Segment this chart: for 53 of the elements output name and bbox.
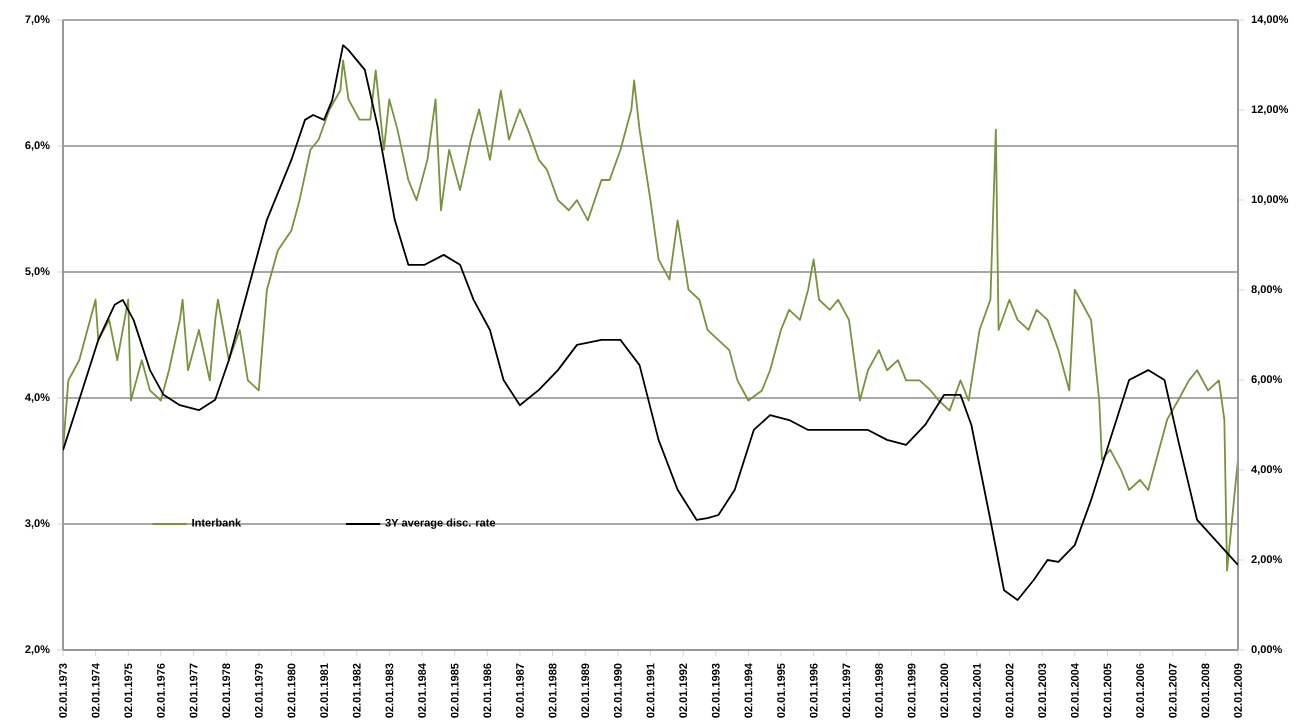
y2-tick-label: 6,00% [1251, 375, 1282, 385]
x-tick-label: 02.01.2005 [1103, 663, 1112, 718]
x-tick-label: 02.01.2006 [1136, 663, 1144, 718]
x-tick-label: 02.01.1998 [875, 663, 883, 718]
x-tick-label: 02.01.1987 [516, 663, 524, 718]
y2-tick-label: 10,00% [1251, 195, 1289, 205]
x-tick-label: 02.01.1978 [222, 663, 231, 718]
x-tick-label: 02.01.1979 [254, 663, 263, 718]
x-tick-label: 02.01.2000 [940, 663, 949, 718]
x-tick-label: 02.01.1975 [124, 663, 133, 718]
x-tick-label: 02.01.1997 [842, 663, 851, 718]
y-tick-label: 5,0% [25, 267, 50, 277]
x-tick-label: 02.01.1986 [483, 663, 492, 718]
x-tick-label: 02.01.1994 [744, 663, 753, 718]
x-tick-label: 02.01.1980 [287, 663, 296, 718]
x-tick-label: 02.01.1989 [581, 663, 590, 718]
legend-label: Interbank [192, 518, 242, 527]
x-tick-label: 02.01.1973 [59, 663, 67, 718]
x-tick-label: 02.01.1977 [189, 663, 198, 718]
x-tick-label: 02.01.2007 [1168, 663, 1177, 718]
y2-tick-label: 4,00% [1251, 465, 1282, 475]
x-tick-label: 02.01.2002 [1005, 663, 1014, 718]
x-tick-label: 02.01.1985 [450, 663, 459, 718]
x-tick-label: 02.01.1990 [613, 663, 622, 718]
y2-tick-label: 2,00% [1251, 555, 1282, 565]
x-tick-label: 02.01.1999 [907, 663, 916, 718]
y-tick-label: 4,0% [25, 393, 50, 403]
x-tick-label: 02.01.1992 [679, 663, 688, 718]
x-tick-label: 02.01.1991 [646, 663, 655, 718]
x-tick-label: 02.01.2001 [973, 663, 981, 718]
x-tick-label: 02.01.1993 [711, 663, 720, 718]
x-tick-label: 02.01.2008 [1201, 663, 1210, 718]
y2-tick-label: 12,00% [1251, 105, 1289, 115]
x-tick-label: 02.01.2003 [1038, 663, 1047, 718]
y-tick-label: 7,0% [25, 15, 50, 25]
y-tick-label: 6,0% [25, 141, 50, 151]
y-tick-label: 2,0% [25, 645, 50, 655]
x-tick-label: 02.01.1988 [548, 663, 557, 718]
x-tick-label: 02.01.1974 [91, 663, 100, 718]
x-tick-label: 02.01.1983 [385, 663, 394, 718]
y2-tick-label: 8,00% [1251, 285, 1282, 295]
legend-label: 3Y average disc. rate [385, 518, 496, 529]
x-tick-label: 02.01.1995 [777, 663, 785, 718]
y2-tick-label: 0,00% [1251, 645, 1282, 655]
x-tick-label: 02.01.1982 [352, 663, 361, 718]
x-tick-label: 02.01.1976 [157, 663, 165, 718]
x-tick-label: 02.01.1984 [418, 663, 426, 718]
x-tick-label: 02.01.1996 [809, 663, 818, 718]
x-tick-label: 02.01.2004 [1070, 663, 1079, 718]
y2-tick-label: 14,00% [1251, 15, 1289, 25]
x-tick-label: 02.01.2009 [1234, 663, 1242, 718]
x-tick-label: 02.01.1981 [320, 663, 328, 718]
y-tick-label: 3,0% [25, 519, 50, 529]
